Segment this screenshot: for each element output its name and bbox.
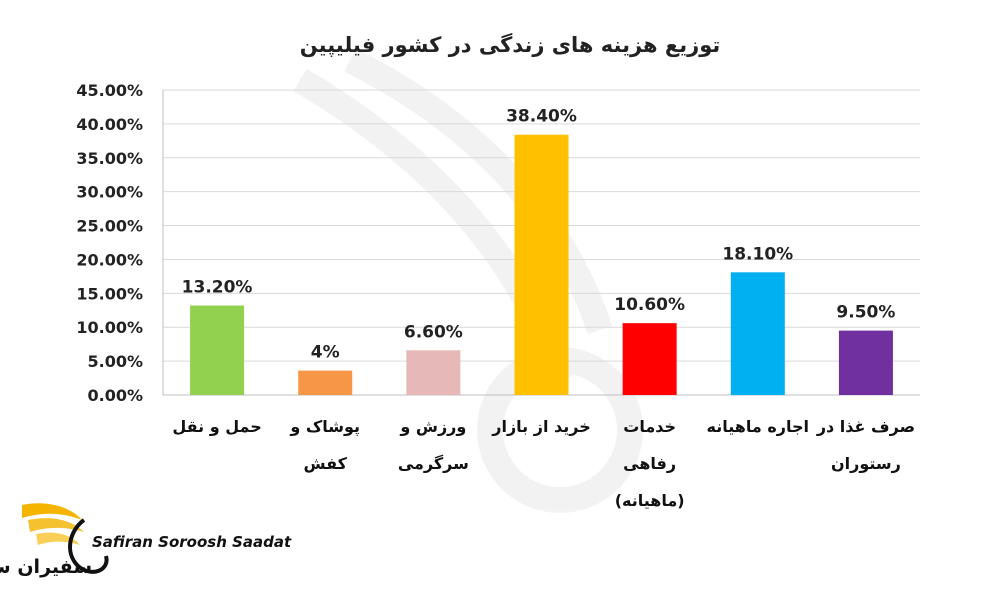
data-label: 18.10% xyxy=(722,244,793,264)
y-tick-label: 35.00% xyxy=(76,149,143,168)
x-tick-label: خرید از بازار xyxy=(491,417,591,436)
x-tick-label: (ماهیانه) xyxy=(615,491,685,510)
y-tick-label: 10.00% xyxy=(76,318,143,337)
bar xyxy=(190,305,245,395)
y-axis-ticks: 0.00% 5.00% 10.00% 15.00% 20.00% 25.00% 30.00%… xyxy=(76,81,143,405)
x-tick-label: رستوران xyxy=(831,454,901,473)
data-label: 38.40% xyxy=(506,107,577,127)
brand-name-fa: سفیران سروش سعادت xyxy=(0,556,92,578)
data-label: 13.20% xyxy=(182,278,253,298)
data-label: 4% xyxy=(311,343,340,363)
x-tick-label: سرگرمی xyxy=(398,454,469,473)
y-tick-label: 25.00% xyxy=(76,217,143,236)
data-labels: 13.20% 4% 6.60% 38.40% 10.60% 18.10% 9.50% xyxy=(182,107,896,363)
x-tick-label: حمل و نقل xyxy=(172,417,261,436)
chart-title: توزیع هزینه های زندگی در کشور فیلیپین xyxy=(300,32,721,57)
x-tick-label: رفاهی xyxy=(623,454,676,473)
x-axis-labels: حمل و نقل پوشاک و کفش ورزش و سرگرمی خرید از ب… xyxy=(172,417,915,510)
data-label: 9.50% xyxy=(836,303,895,323)
y-tick-label: 20.00% xyxy=(76,250,143,269)
bars xyxy=(190,134,893,395)
y-tick-label: 0.00% xyxy=(87,386,143,405)
y-tick-label: 5.00% xyxy=(87,352,143,371)
y-tick-label: 45.00% xyxy=(76,81,143,100)
wing-logo-icon xyxy=(22,503,109,574)
data-label: 6.60% xyxy=(404,322,463,342)
y-tick-label: 40.00% xyxy=(76,115,143,134)
y-tick-label: 15.00% xyxy=(76,284,143,303)
bar xyxy=(298,370,353,395)
x-tick-label: پوشاک و xyxy=(289,417,360,437)
bar xyxy=(730,272,785,395)
bar xyxy=(406,350,461,395)
brand-logo: Safiran Soroosh Saadat سفیران سروش سعادت xyxy=(0,503,292,578)
y-tick-label: 30.00% xyxy=(76,183,143,202)
x-tick-label: صرف غذا در xyxy=(816,417,915,436)
brand-name-en: Safiran Soroosh Saadat xyxy=(92,533,292,551)
bar xyxy=(514,134,569,395)
gridlines xyxy=(162,89,920,396)
bar xyxy=(622,323,677,395)
x-tick-label: کفش xyxy=(303,454,347,473)
x-tick-label: اجاره ماهیانه xyxy=(707,417,810,436)
bar xyxy=(838,330,893,395)
data-label: 10.60% xyxy=(614,295,685,315)
x-tick-label: ورزش و xyxy=(399,417,466,436)
x-tick-label: خدمات xyxy=(623,417,676,436)
